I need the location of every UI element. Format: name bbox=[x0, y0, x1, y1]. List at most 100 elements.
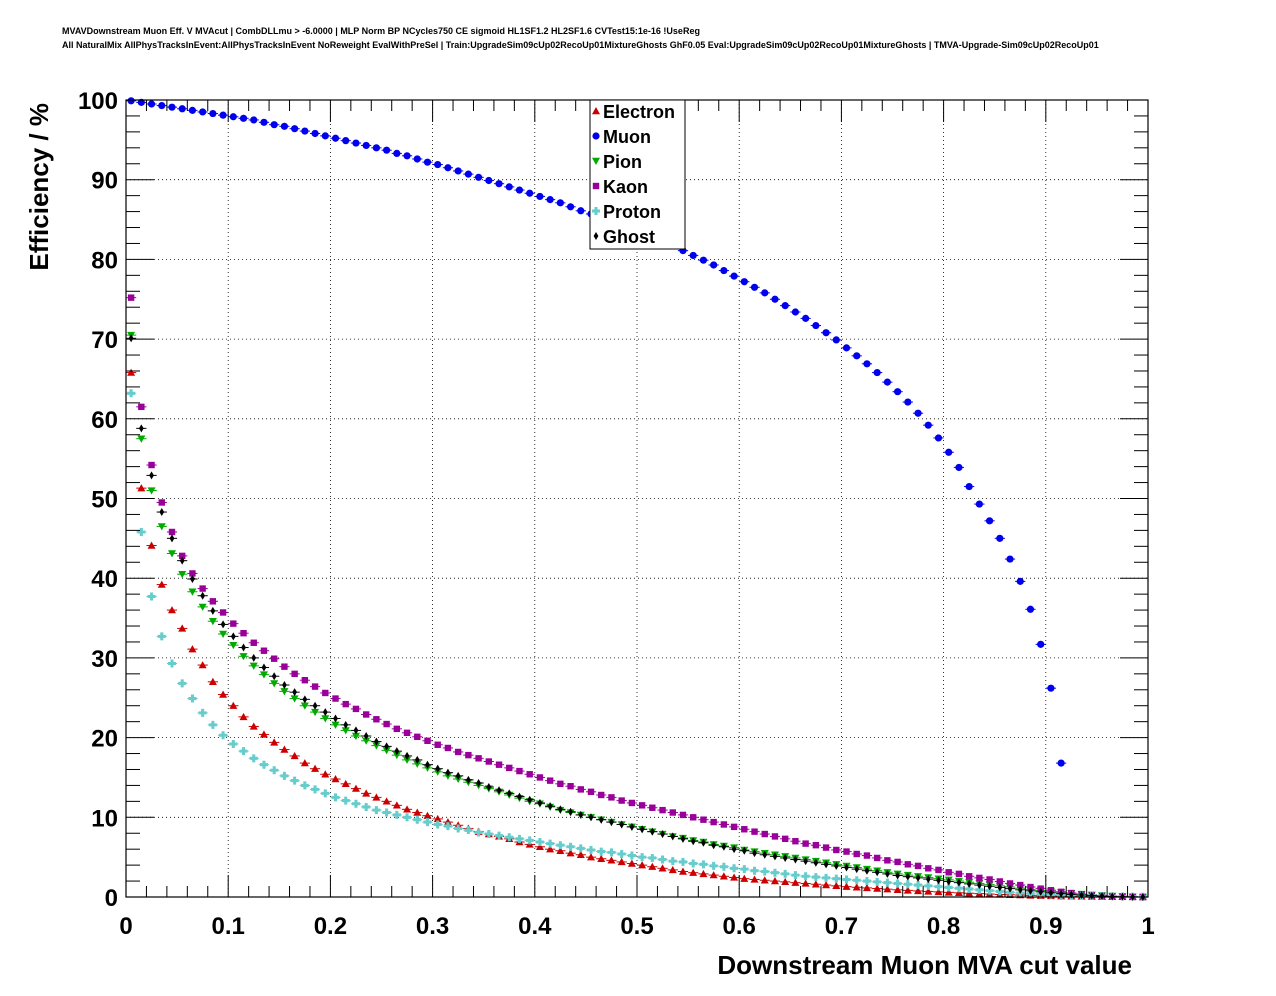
data-point bbox=[894, 858, 901, 866]
data-point bbox=[414, 755, 420, 764]
data-point bbox=[690, 837, 696, 846]
data-point bbox=[607, 848, 616, 857]
data-point bbox=[628, 799, 636, 807]
data-point bbox=[935, 866, 942, 874]
data-point bbox=[567, 783, 574, 790]
data-point bbox=[903, 886, 912, 894]
data-point bbox=[280, 688, 289, 696]
legend-label: Muon bbox=[603, 127, 651, 147]
data-point bbox=[127, 368, 136, 376]
data-point bbox=[280, 122, 289, 130]
data-point bbox=[842, 344, 851, 352]
data-point bbox=[903, 880, 912, 889]
data-point bbox=[331, 775, 340, 783]
data-point bbox=[495, 761, 503, 768]
data-point bbox=[169, 534, 175, 543]
data-point bbox=[587, 845, 596, 854]
data-point bbox=[403, 729, 411, 737]
y-axis-label: Efficiency / % bbox=[24, 103, 54, 271]
data-point bbox=[893, 879, 902, 888]
data-point bbox=[996, 534, 1004, 542]
data-point bbox=[557, 780, 564, 788]
data-point bbox=[393, 725, 401, 733]
data-point bbox=[382, 747, 391, 755]
data-point bbox=[934, 887, 943, 896]
data-point bbox=[332, 695, 339, 702]
data-point bbox=[536, 192, 544, 201]
data-point bbox=[689, 868, 698, 876]
data-point bbox=[138, 424, 144, 433]
data-point bbox=[302, 695, 308, 704]
data-point bbox=[300, 781, 309, 790]
data-point bbox=[811, 880, 820, 888]
data-point bbox=[311, 764, 320, 772]
data-point bbox=[1017, 885, 1023, 894]
data-point bbox=[157, 580, 166, 588]
data-point bbox=[403, 813, 412, 822]
data-point bbox=[884, 869, 890, 878]
data-point bbox=[741, 826, 748, 833]
data-point bbox=[557, 805, 563, 814]
data-point bbox=[331, 134, 340, 142]
data-point bbox=[271, 672, 277, 681]
data-point bbox=[179, 556, 185, 565]
data-point bbox=[658, 864, 667, 872]
data-point bbox=[873, 854, 881, 862]
data-point bbox=[740, 865, 749, 874]
data-point bbox=[435, 764, 441, 773]
data-point bbox=[424, 737, 431, 744]
data-point bbox=[486, 783, 492, 792]
legend-marker bbox=[592, 182, 600, 190]
data-point bbox=[945, 869, 952, 876]
data-point bbox=[669, 809, 676, 816]
data-point bbox=[290, 751, 299, 760]
data-point bbox=[506, 789, 512, 798]
data-point bbox=[321, 789, 330, 798]
data-point bbox=[547, 802, 553, 811]
data-point bbox=[199, 108, 207, 116]
data-point bbox=[157, 523, 166, 531]
data-point bbox=[209, 109, 217, 118]
data-point bbox=[137, 484, 146, 492]
data-point bbox=[241, 643, 246, 652]
data-point bbox=[382, 797, 391, 805]
data-point bbox=[485, 176, 493, 185]
data-point bbox=[229, 113, 237, 121]
data-point bbox=[546, 777, 554, 784]
data-point bbox=[843, 848, 850, 855]
data-point bbox=[617, 857, 626, 866]
data-point bbox=[568, 807, 573, 816]
data-point bbox=[312, 701, 318, 710]
data-point bbox=[863, 360, 871, 368]
data-point bbox=[178, 624, 187, 632]
data-point bbox=[893, 885, 902, 894]
data-point bbox=[404, 751, 410, 760]
data-point bbox=[679, 811, 687, 819]
data-point bbox=[219, 731, 228, 740]
data-point bbox=[147, 541, 156, 549]
data-point bbox=[741, 846, 747, 855]
data-point bbox=[883, 885, 892, 893]
data-point bbox=[423, 818, 432, 827]
data-point bbox=[158, 499, 165, 506]
x-tick-label: 0.8 bbox=[927, 913, 960, 940]
data-point bbox=[770, 877, 779, 885]
data-point bbox=[210, 606, 216, 615]
data-point bbox=[904, 398, 912, 406]
marks-layer bbox=[126, 97, 1148, 901]
data-point bbox=[546, 196, 554, 204]
data-point bbox=[1026, 605, 1035, 613]
data-point bbox=[762, 850, 768, 859]
data-point bbox=[259, 671, 268, 679]
data-point bbox=[167, 659, 176, 668]
data-point bbox=[260, 647, 268, 654]
data-point bbox=[852, 883, 861, 891]
data-point bbox=[761, 830, 768, 838]
data-point bbox=[270, 121, 278, 129]
legend-marker bbox=[592, 107, 600, 115]
data-point bbox=[944, 883, 953, 892]
data-point bbox=[699, 860, 708, 869]
data-point bbox=[239, 653, 248, 661]
data-point bbox=[649, 827, 655, 836]
data-point bbox=[1016, 577, 1024, 585]
